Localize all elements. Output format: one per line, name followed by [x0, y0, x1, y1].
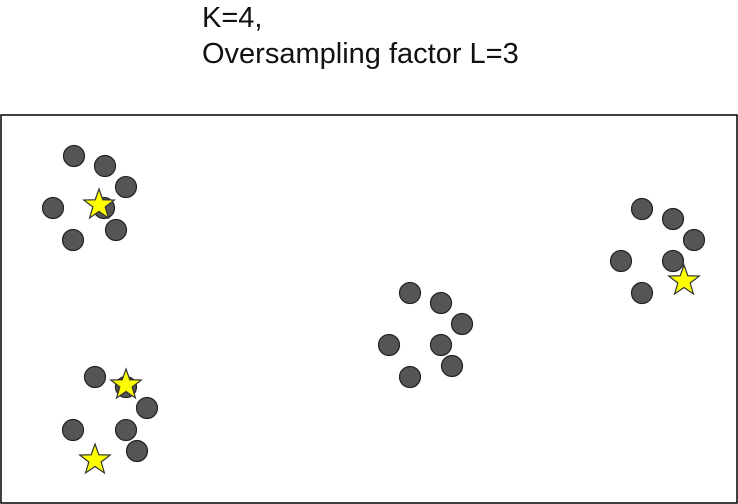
- data-point-right: [661, 207, 685, 231]
- data-point-bottom-left: [135, 396, 159, 420]
- selected-centers: [78, 187, 701, 475]
- data-point-right: [661, 249, 685, 273]
- data-point-middle: [450, 312, 474, 336]
- data-point-top-left: [114, 175, 138, 199]
- data-point-top-left: [41, 196, 65, 220]
- center-star-icon-bottom-left: [109, 367, 143, 400]
- data-point-middle: [398, 281, 422, 305]
- caption: K=4, Oversampling factor L=3: [202, 0, 519, 72]
- data-point-bottom-left: [125, 439, 149, 463]
- data-point-top-left: [93, 154, 117, 178]
- data-point-bottom-left: [114, 418, 138, 442]
- data-point-right: [630, 197, 654, 221]
- data-point-right: [609, 249, 633, 273]
- data-point-middle: [398, 365, 422, 389]
- data-points: [41, 144, 706, 463]
- center-star-icon-top-left: [82, 187, 116, 220]
- center-star-icon-bottom-left: [78, 442, 112, 475]
- data-point-bottom-left: [83, 365, 107, 389]
- diagram-frame: [0, 114, 738, 504]
- data-point-middle: [440, 354, 464, 378]
- data-point-top-left: [61, 228, 85, 252]
- caption-k-value: K=4,: [202, 2, 263, 34]
- data-point-middle: [429, 333, 453, 357]
- data-point-middle: [429, 291, 453, 315]
- data-point-middle: [377, 333, 401, 357]
- data-point-top-left: [104, 218, 128, 242]
- data-point-right: [630, 281, 654, 305]
- caption-oversampling-factor: Oversampling factor L=3: [202, 38, 519, 70]
- data-point-bottom-left: [61, 418, 85, 442]
- data-point-right: [682, 228, 706, 252]
- data-point-top-left: [62, 144, 86, 168]
- center-star-icon-right: [667, 263, 701, 296]
